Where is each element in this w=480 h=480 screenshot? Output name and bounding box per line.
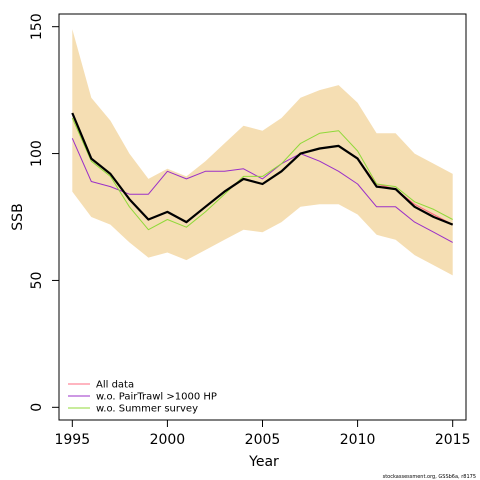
x-tick-label: 2005: [245, 432, 281, 448]
confidence-band-layer: [72, 29, 453, 276]
credit-text: stockassessment.org, GSSb6a, r8175: [383, 474, 476, 480]
y-tick-label: 50: [29, 272, 45, 290]
y-tick-label: 0: [29, 403, 45, 412]
x-tick-label: 1995: [54, 432, 90, 448]
x-axis: 1995 2000 2005 2010 2015: [54, 419, 471, 448]
y-axis-label: SSB: [10, 203, 26, 230]
legend-label: w.o. PairTrawl >1000 HP: [96, 392, 217, 403]
series-line-w-o-pairtrawl-1000-hp: [71, 138, 453, 243]
legend-label: All data: [96, 380, 134, 391]
series-line-estimate: [71, 112, 454, 226]
legend-label: w.o. Summer survey: [96, 404, 198, 415]
y-tick-label: 100: [29, 140, 45, 167]
series-line-w-o-summer-survey: [71, 117, 453, 231]
x-tick-label: 2000: [150, 432, 186, 448]
y-tick-label: 150: [29, 13, 45, 40]
x-tick-label: 2010: [340, 432, 376, 448]
y-axis: 0 50 100 150: [29, 13, 60, 412]
series-lines-layer: [71, 112, 454, 243]
x-axis-label: Year: [248, 454, 279, 470]
x-tick-label: 2015: [435, 432, 471, 448]
confidence-band: [72, 29, 453, 276]
